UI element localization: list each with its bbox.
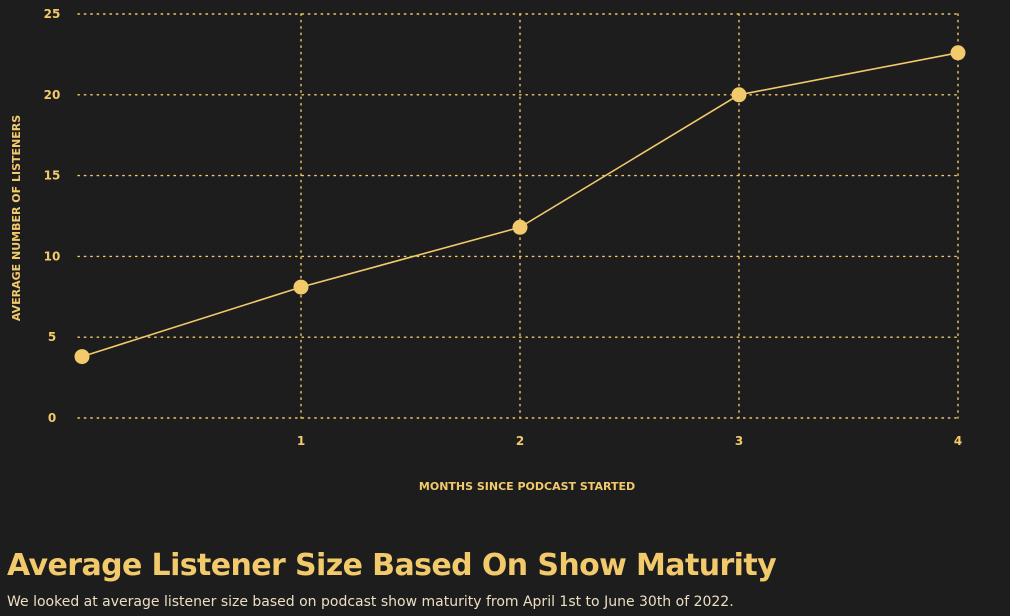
x-tick-label: 1	[297, 434, 305, 448]
data-point	[512, 219, 528, 235]
grid-lines	[77, 13, 959, 419]
y-tick-label: 15	[44, 169, 61, 183]
data-point	[293, 279, 309, 295]
data-point	[731, 87, 747, 103]
y-axis-title: AVERAGE NUMBER OF LISTENERS	[10, 115, 23, 321]
y-tick-label: 5	[48, 330, 56, 344]
x-tick-label: 2	[516, 434, 524, 448]
x-tick-label: 3	[735, 434, 743, 448]
x-tick-label: 4	[954, 434, 962, 448]
data-point	[74, 349, 90, 365]
y-tick-label: 0	[48, 411, 56, 425]
x-tick-labels: 1 2 3 4	[297, 434, 962, 448]
data-point	[950, 45, 966, 61]
y-tick-label: 10	[44, 249, 61, 263]
y-tick-label: 25	[44, 7, 61, 21]
data-points	[74, 45, 966, 365]
y-tick-labels: 0 5 10 15 20 25	[44, 7, 61, 425]
y-tick-label: 20	[44, 88, 61, 102]
line-chart: 0 5 10 15 20 25 1 2 3 4 AVERAGE NUMBER OF LISTEN…	[10, 7, 966, 493]
chart-subtitle: We looked at average listener size based…	[7, 594, 734, 610]
chart-title: Average Listener Size Based On Show Matu…	[7, 548, 777, 583]
x-axis-title: MONTHS SINCE PODCAST STARTED	[419, 480, 635, 493]
